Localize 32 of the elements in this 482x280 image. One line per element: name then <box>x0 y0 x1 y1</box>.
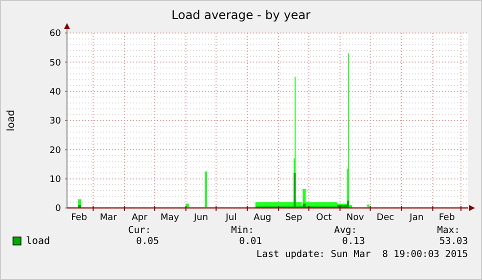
y-tick-label: 10 <box>50 174 62 185</box>
y-tick-label: 0 <box>55 204 62 214</box>
x-tick-label: Sep <box>285 213 302 223</box>
y-tick-label: 50 <box>50 58 62 68</box>
x-tick-label: Jan <box>408 213 424 223</box>
text: Last update: Sun Mar 8 19:00:03 2015 <box>256 249 468 260</box>
text: 0.05 <box>136 236 159 247</box>
text: Cur: <box>128 225 151 236</box>
x-tick-label: Feb <box>438 213 456 223</box>
x-tick-label: Oct <box>316 213 332 223</box>
y-tick-label: 40 <box>50 87 62 98</box>
y-tick-label: 20 <box>50 146 62 156</box>
text: Avg: <box>334 225 357 236</box>
x-tick-label: May <box>160 213 180 223</box>
x-tick-label: Dec <box>376 213 394 223</box>
text: Max: <box>437 225 460 236</box>
x-tick-label: Jul <box>224 213 237 223</box>
x-tick-label: Aug <box>254 213 272 223</box>
y-tick-label: 30 <box>50 116 62 127</box>
y-tick-label: 60 <box>50 29 62 40</box>
text: 0.01 <box>239 236 262 247</box>
x-tick-label: Jun <box>192 213 208 223</box>
text: Min: <box>231 225 254 236</box>
x-tick-label: Feb <box>71 213 88 223</box>
y-axis-title: load <box>6 110 17 132</box>
x-tick-label: Nov <box>346 213 365 223</box>
text: 0.13 <box>342 236 365 247</box>
chart-title: Load average - by year <box>172 8 311 22</box>
legend-label: load <box>26 236 50 247</box>
text: 53.03 <box>439 236 468 247</box>
x-tick-label: Mar <box>100 213 118 223</box>
x-tick-label: Apr <box>132 213 148 223</box>
